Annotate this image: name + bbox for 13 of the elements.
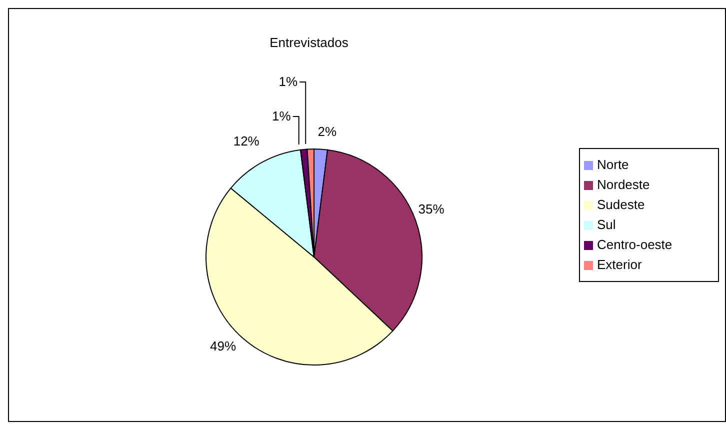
data-label: 2%	[318, 124, 338, 140]
legend-label: Sul	[597, 217, 616, 232]
legend-label: Norte	[597, 157, 629, 172]
data-label: 1%	[278, 74, 298, 90]
legend-label: Nordeste	[597, 177, 650, 192]
data-label: 49%	[210, 338, 236, 354]
legend-label: Sudeste	[597, 197, 645, 212]
chart-title: Entrevistados	[268, 35, 350, 50]
data-label: 1%	[272, 108, 292, 124]
data-label: 12%	[233, 134, 260, 149]
data-label: 35%	[418, 201, 445, 216]
legend-label: Exterior	[597, 257, 642, 272]
legend-label: Centro-oeste	[597, 237, 672, 252]
